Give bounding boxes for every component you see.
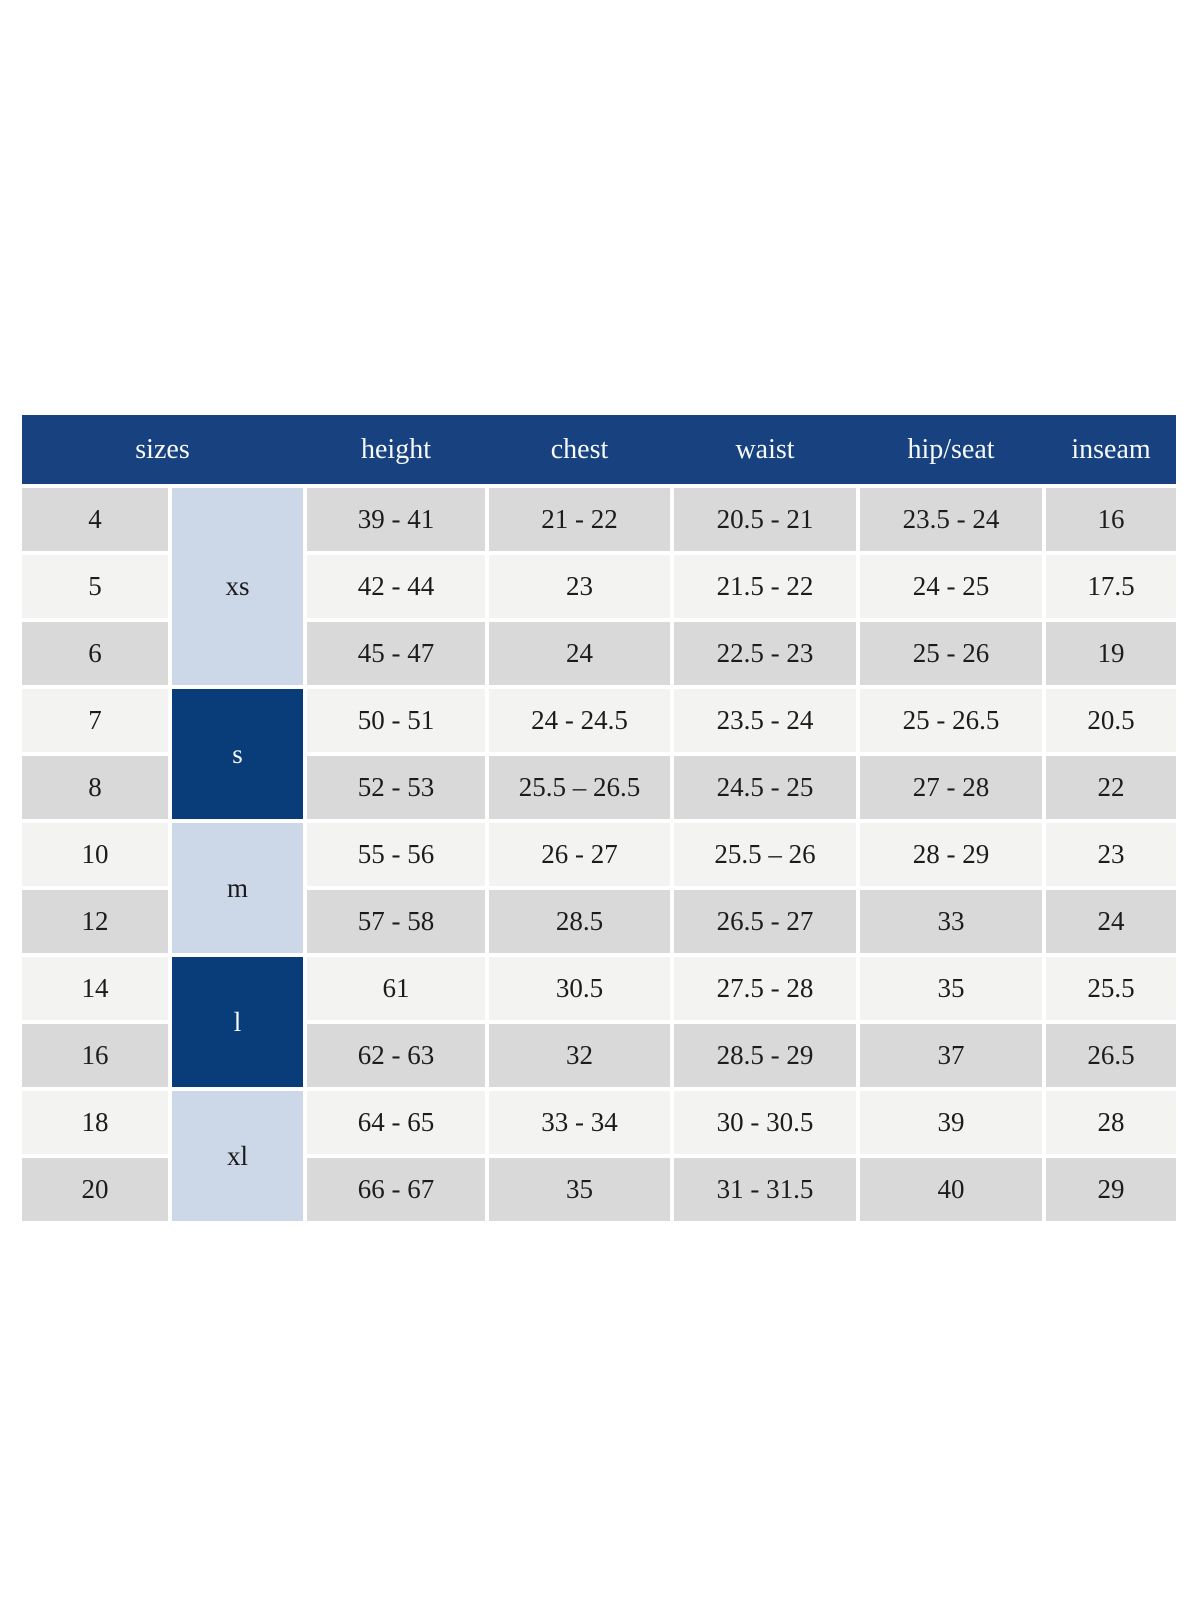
cell-waist: 23.5 - 24	[674, 689, 856, 752]
cell-size-number: 7	[22, 689, 168, 752]
cell-hip-seat: 37	[860, 1024, 1042, 1087]
cell-hip-seat: 27 - 28	[860, 756, 1042, 819]
table-row-size-18: 18 xl 64 - 65 33 - 34 30 - 30.5 39 28	[22, 1091, 1176, 1221]
cell-height: 57 - 58	[307, 890, 485, 953]
cell-waist: 24.5 - 25	[674, 756, 856, 819]
cell-size-number: 10	[22, 823, 168, 886]
cell-height: 42 - 44	[307, 555, 485, 618]
cell-hip-seat: 25 - 26.5	[860, 689, 1042, 752]
cell-height: 50 - 51	[307, 689, 485, 752]
table-header-row: sizes height chest waist hip/seat inseam	[22, 415, 1176, 484]
cell-height: 39 - 41	[307, 488, 485, 551]
cell-chest: 23	[489, 555, 670, 618]
cell-size-number: 6	[22, 622, 168, 685]
cell-inseam: 20.5	[1046, 689, 1176, 752]
column-header-sizes: sizes	[135, 434, 190, 465]
cell-size-group-xs: xs	[172, 488, 303, 685]
cell-chest: 25.5 – 26.5	[489, 756, 670, 819]
column-header-chest: chest	[550, 434, 609, 465]
column-header-waist: waist	[735, 434, 795, 465]
cell-height: 64 - 65	[307, 1091, 485, 1154]
cell-size-number: 5	[22, 555, 168, 618]
table-row-size-20: 20 66 - 67 35 31 - 31.5 40 29	[22, 1158, 1176, 1221]
cell-inseam: 22	[1046, 756, 1176, 819]
cell-size-group-xl: xl	[172, 1091, 303, 1221]
cell-height: 52 - 53	[307, 756, 485, 819]
cell-hip-seat: 33	[860, 890, 1042, 953]
cell-inseam: 28	[1046, 1091, 1176, 1154]
cell-height: 55 - 56	[307, 823, 485, 886]
cell-hip-seat: 23.5 - 24	[860, 488, 1042, 551]
cell-inseam: 24	[1046, 890, 1176, 953]
cell-size-number: 20	[22, 1158, 168, 1221]
cell-height: 61	[307, 957, 485, 1020]
cell-hip-seat: 24 - 25	[860, 555, 1042, 618]
size-chart-table: 4 xs 39 - 41 21 - 22 20.5 - 21 23.5 - 24…	[18, 484, 1180, 1225]
cell-size-group-m: m	[172, 823, 303, 953]
cell-waist: 31 - 31.5	[674, 1158, 856, 1221]
table-row-size-6: 6 45 - 47 24 22.5 - 23 25 - 26 19	[22, 622, 1176, 685]
cell-waist: 21.5 - 22	[674, 555, 856, 618]
cell-size-number: 12	[22, 890, 168, 953]
cell-hip-seat: 28 - 29	[860, 823, 1042, 886]
cell-inseam: 26.5	[1046, 1024, 1176, 1087]
cell-inseam: 17.5	[1046, 555, 1176, 618]
cell-size-number: 4	[22, 488, 168, 551]
cell-chest: 28.5	[489, 890, 670, 953]
cell-inseam: 19	[1046, 622, 1176, 685]
table-row-size-8: 8 52 - 53 25.5 – 26.5 24.5 - 25 27 - 28 …	[22, 756, 1176, 819]
cell-chest: 35	[489, 1158, 670, 1221]
cell-size-group-l: l	[172, 957, 303, 1087]
table-row-size-10: 10 m 55 - 56 26 - 27 25.5 – 26 28 - 29 2…	[22, 823, 1176, 953]
cell-inseam: 16	[1046, 488, 1176, 551]
cell-waist: 27.5 - 28	[674, 957, 856, 1020]
table-row-size-14: 14 l 61 30.5 27.5 - 28 35 25.5	[22, 957, 1176, 1087]
cell-inseam: 25.5	[1046, 957, 1176, 1020]
cell-inseam: 23	[1046, 823, 1176, 886]
cell-hip-seat: 39	[860, 1091, 1042, 1154]
cell-height: 62 - 63	[307, 1024, 485, 1087]
cell-chest: 21 - 22	[489, 488, 670, 551]
cell-chest: 24 - 24.5	[489, 689, 670, 752]
cell-size-number: 14	[22, 957, 168, 1020]
cell-inseam: 29	[1046, 1158, 1176, 1221]
cell-chest: 30.5	[489, 957, 670, 1020]
column-header-inseam: inseam	[1071, 434, 1151, 465]
table-row-size-7: 7 s 50 - 51 24 - 24.5 23.5 - 24 25 - 26.…	[22, 689, 1176, 819]
table-row-size-16: 16 62 - 63 32 28.5 - 29 37 26.5	[22, 1024, 1176, 1087]
cell-chest: 24	[489, 622, 670, 685]
table-row-size-12: 12 57 - 58 28.5 26.5 - 27 33 24	[22, 890, 1176, 953]
cell-waist: 25.5 – 26	[674, 823, 856, 886]
cell-hip-seat: 40	[860, 1158, 1042, 1221]
cell-waist: 26.5 - 27	[674, 890, 856, 953]
cell-waist: 30 - 30.5	[674, 1091, 856, 1154]
cell-waist: 20.5 - 21	[674, 488, 856, 551]
cell-height: 45 - 47	[307, 622, 485, 685]
cell-chest: 33 - 34	[489, 1091, 670, 1154]
cell-hip-seat: 35	[860, 957, 1042, 1020]
table-row-size-5: 5 42 - 44 23 21.5 - 22 24 - 25 17.5	[22, 555, 1176, 618]
cell-waist: 28.5 - 29	[674, 1024, 856, 1087]
cell-size-number: 16	[22, 1024, 168, 1087]
cell-hip-seat: 25 - 26	[860, 622, 1042, 685]
column-header-hip-seat: hip/seat	[907, 434, 995, 465]
column-header-height: height	[361, 434, 431, 465]
cell-waist: 22.5 - 23	[674, 622, 856, 685]
cell-chest: 32	[489, 1024, 670, 1087]
cell-size-number: 18	[22, 1091, 168, 1154]
cell-size-number: 8	[22, 756, 168, 819]
cell-chest: 26 - 27	[489, 823, 670, 886]
table-row-size-4: 4 xs 39 - 41 21 - 22 20.5 - 21 23.5 - 24…	[22, 488, 1176, 685]
cell-size-group-s: s	[172, 689, 303, 819]
cell-height: 66 - 67	[307, 1158, 485, 1221]
